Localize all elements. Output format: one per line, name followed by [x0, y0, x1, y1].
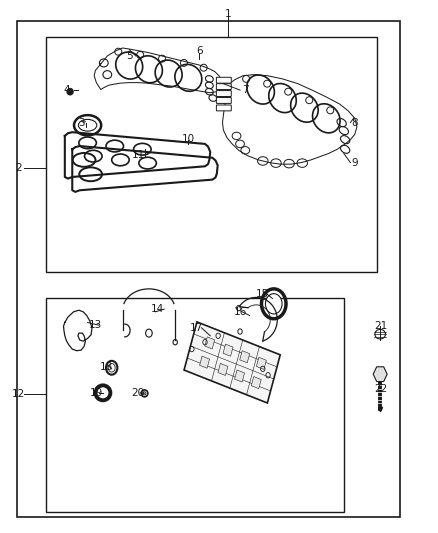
Text: 17: 17: [190, 323, 203, 333]
Polygon shape: [64, 310, 92, 351]
Bar: [17, 21, 400, 517]
Ellipse shape: [108, 364, 115, 372]
Ellipse shape: [67, 88, 73, 95]
Text: 22: 22: [374, 384, 388, 394]
FancyBboxPatch shape: [216, 105, 231, 111]
Text: 2: 2: [15, 163, 22, 173]
Ellipse shape: [265, 294, 282, 314]
Text: 13: 13: [89, 320, 102, 330]
Text: 19: 19: [90, 388, 103, 398]
Text: 8: 8: [351, 118, 358, 127]
Bar: [200, 356, 209, 368]
FancyBboxPatch shape: [216, 91, 231, 96]
Bar: [240, 351, 250, 363]
Text: 18: 18: [100, 362, 113, 372]
Bar: [251, 377, 261, 389]
Text: 14: 14: [151, 304, 164, 314]
Bar: [235, 370, 244, 382]
Bar: [46, 37, 377, 272]
Text: 11: 11: [131, 150, 145, 159]
FancyBboxPatch shape: [216, 98, 231, 103]
FancyBboxPatch shape: [216, 84, 231, 90]
Text: 9: 9: [351, 158, 358, 167]
Bar: [223, 344, 233, 356]
FancyBboxPatch shape: [216, 77, 231, 83]
Bar: [184, 322, 280, 403]
Bar: [218, 364, 228, 375]
Text: 6: 6: [196, 46, 203, 56]
Text: 16: 16: [233, 307, 247, 317]
Text: 7: 7: [242, 85, 249, 95]
Text: 12: 12: [12, 390, 25, 399]
Polygon shape: [223, 75, 357, 164]
Polygon shape: [94, 48, 223, 93]
Bar: [46, 298, 344, 512]
Text: 1: 1: [224, 10, 231, 19]
Text: 10: 10: [182, 134, 195, 143]
Text: 4: 4: [63, 85, 70, 94]
Bar: [205, 337, 215, 349]
Bar: [256, 357, 266, 369]
Polygon shape: [65, 132, 210, 179]
Text: 20: 20: [131, 388, 145, 398]
Text: 3: 3: [78, 118, 85, 127]
Polygon shape: [72, 146, 218, 192]
Text: 15: 15: [256, 289, 269, 299]
Text: 21: 21: [374, 321, 388, 331]
Text: 5: 5: [126, 51, 133, 61]
